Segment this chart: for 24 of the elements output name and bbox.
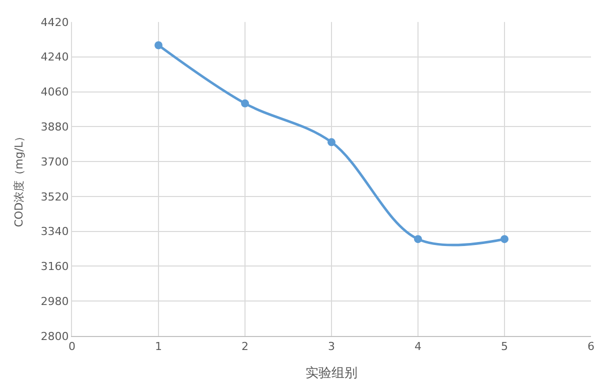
x-tick-label: 1 xyxy=(155,340,162,354)
point xyxy=(241,99,249,108)
point xyxy=(500,235,508,244)
y-tick-label: 4420 xyxy=(40,16,69,29)
y-tick-label: 2980 xyxy=(40,294,69,308)
point xyxy=(414,235,422,244)
y-tick-label: 4240 xyxy=(40,50,69,64)
point xyxy=(328,138,336,146)
x-tick-label: 0 xyxy=(68,340,76,354)
x-tick-label: 2 xyxy=(242,340,248,354)
y-tick-label: 3340 xyxy=(40,225,69,238)
point xyxy=(154,41,162,50)
x-tick-label: 4 xyxy=(414,340,422,354)
y-tick-label: 3520 xyxy=(40,190,69,204)
y-tick-label: 3160 xyxy=(40,260,69,274)
x-tick-label: 3 xyxy=(328,340,335,354)
x-axis-title: 实验组别 xyxy=(306,366,358,381)
x-tick-label: 5 xyxy=(501,340,508,354)
x-tick-label: 6 xyxy=(588,340,594,354)
y-tick-label: 4060 xyxy=(40,86,69,99)
y-tick-label: 2800 xyxy=(40,330,69,343)
y-tick-label: 3700 xyxy=(40,155,69,168)
y-tick-label: 3880 xyxy=(40,120,69,134)
y-axis-title: COD浓度（mg/L） xyxy=(12,130,26,228)
